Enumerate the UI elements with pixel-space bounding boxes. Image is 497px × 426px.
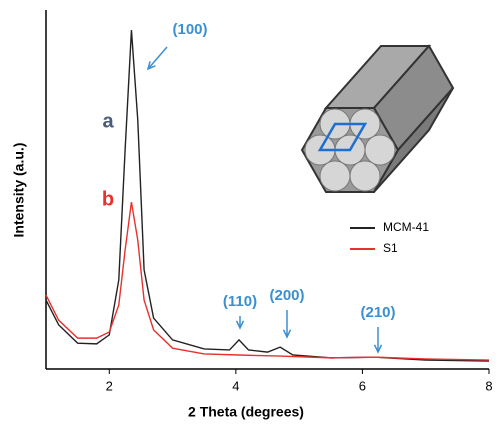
peak-label: (210) [360,304,395,321]
x-tick-label: 6 [359,378,366,393]
legend-label: S1 [383,241,398,255]
peak-arrowhead [282,329,292,339]
x-tick-label: 4 [232,378,239,393]
peak-arrowhead [146,61,156,71]
legend-label: MCM-41 [383,220,429,234]
x-tick-label: 2 [106,378,113,393]
y-axis-label: Intensity (a.u.) [11,143,27,238]
peak-label: (100) [172,21,207,38]
x-tick-label: 8 [485,378,492,393]
series-line [45,201,490,361]
peak-arrowhead [235,320,245,330]
peak-label: (110) [223,293,257,310]
peak-label: (200) [269,287,304,304]
inset-diagram [300,44,455,193]
series-tag: b [102,188,114,210]
x-axis-label: 2 Theta (degrees) [188,404,304,420]
series-tag: a [102,110,114,132]
series-line [45,30,490,362]
peak-arrowhead [373,344,383,354]
peak-arrow [147,46,168,70]
